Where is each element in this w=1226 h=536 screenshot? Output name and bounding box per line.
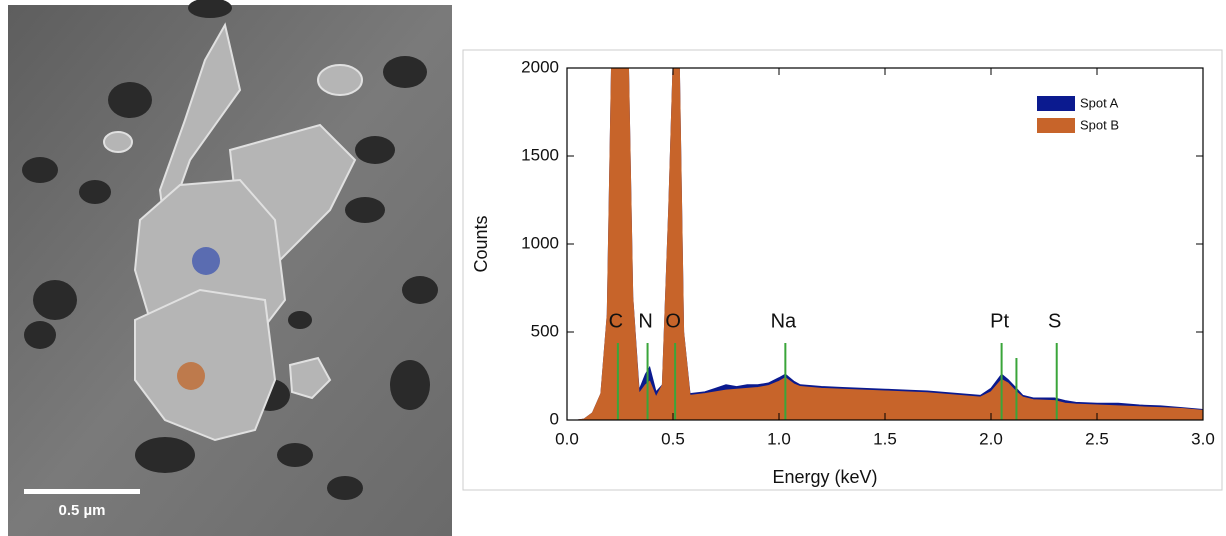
x-tick-label: 0.0 [555,429,579,448]
x-axis-label: Energy (keV) [772,467,877,487]
sem-image: 0.5 µm [8,0,452,536]
x-tick-label: 1.5 [873,429,897,448]
legend-label: Spot A [1080,95,1119,110]
y-tick-label: 1500 [521,145,559,164]
x-tick-label: 2.0 [979,429,1003,448]
element-label: C [609,310,623,332]
element-label: Na [771,310,797,332]
y-tick-label: 0 [550,409,559,428]
area [577,68,1203,420]
element-label: O [665,310,681,332]
element-label: N [638,310,652,332]
chart: C N O Na Pt S 0.0 0.5 1.0 1.5 2.0 2.5 3.0 0 500 1000 150… [521,57,1215,448]
x-tick-label: 3.0 [1191,429,1215,448]
y-tick-label: 1000 [521,233,559,252]
element-label: Pt [990,310,1009,332]
legend-swatch [1037,96,1075,111]
scale-label: 0.5 µm [59,502,106,519]
y-axis-label: Counts [471,215,491,272]
legend-swatch [1037,118,1075,133]
element-label: S [1048,310,1061,332]
y-tick-label: 2000 [521,57,559,76]
x-tick-label: 0.5 [661,429,685,448]
plot-area [577,68,1203,420]
legend-label: Spot B [1080,117,1119,132]
y-tick-label: 500 [531,321,559,340]
x-tick-label: 1.0 [767,429,791,448]
x-tick-label: 2.5 [1085,429,1109,448]
area [577,68,1203,420]
chart-frame [462,49,1223,491]
